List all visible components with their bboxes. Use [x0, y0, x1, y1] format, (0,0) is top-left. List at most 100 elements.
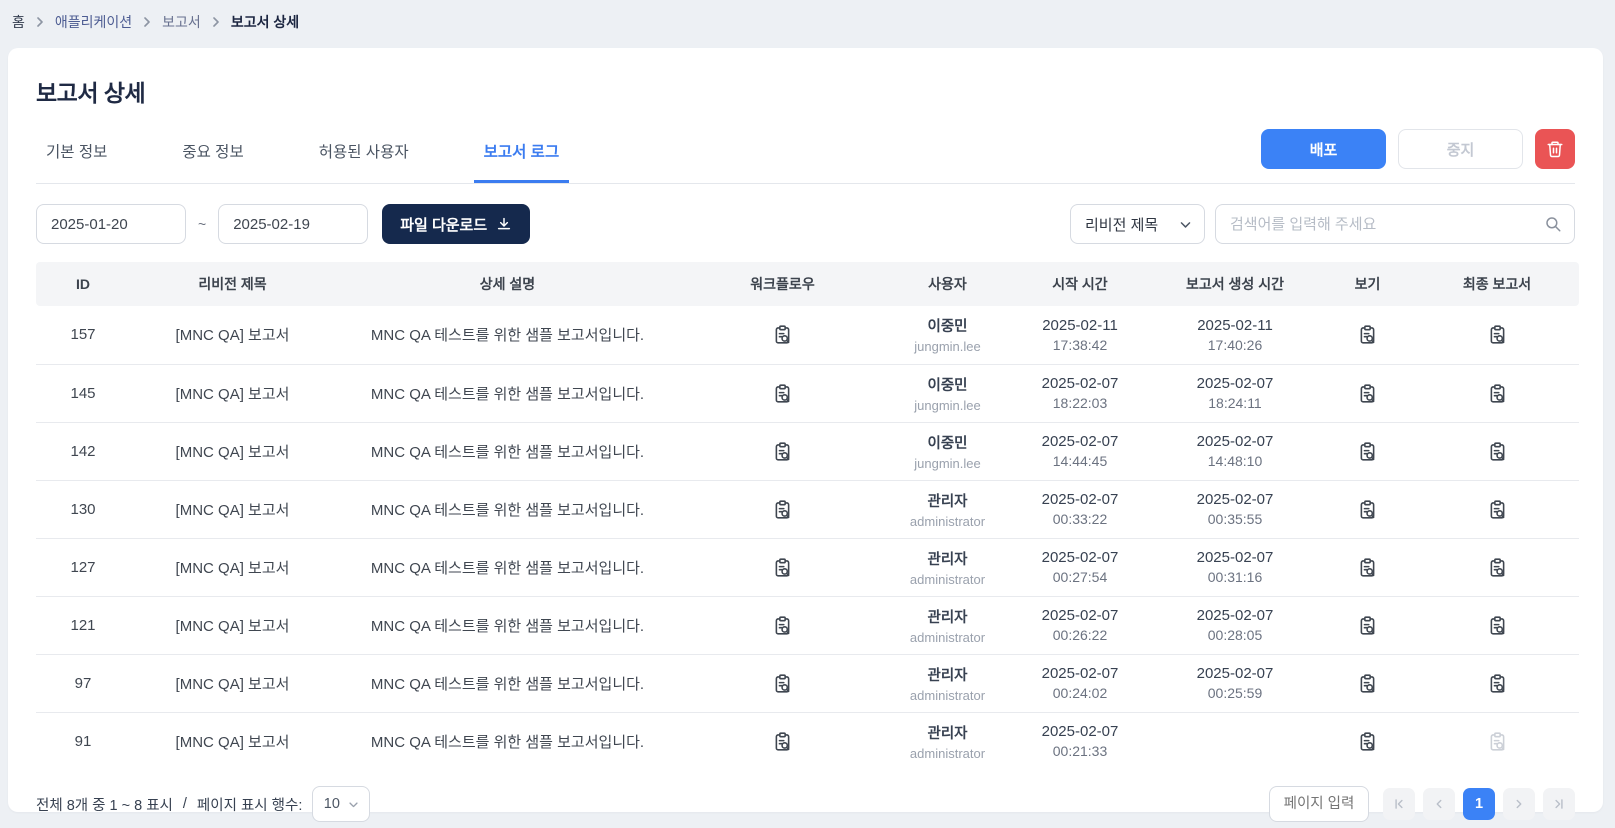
user-name: 관리자 [927, 725, 968, 742]
user-account: administrator [909, 629, 986, 645]
workflow-view-button[interactable] [768, 379, 797, 408]
search-input[interactable] [1230, 215, 1544, 233]
start-date-input[interactable] [36, 204, 186, 244]
first-page-button[interactable] [1383, 788, 1415, 820]
final-report-view-button[interactable] [1483, 611, 1512, 640]
cell-revision: [MNC QA] 보고서 [130, 364, 335, 423]
cell-revision: [MNC QA] 보고서 [175, 733, 290, 751]
clipboard-search-icon [772, 324, 793, 345]
clipboard-search-icon [1487, 441, 1508, 462]
file-download-label: 파일 다운로드 [400, 216, 488, 234]
last-page-button[interactable] [1543, 788, 1575, 820]
next-page-button[interactable] [1503, 788, 1535, 820]
deploy-button[interactable]: 배포 [1261, 129, 1386, 169]
start-date: 2025-02-07 [1041, 433, 1119, 450]
cell-id: 127 [36, 538, 130, 597]
final-report-view-button[interactable] [1483, 320, 1512, 349]
report-view-button[interactable] [1353, 669, 1382, 698]
user-account: jungmin.lee [914, 455, 981, 471]
cell-description: MNC QA 테스트를 위한 샘플 보고서입니다. [370, 733, 645, 751]
tab-0[interactable]: 기본 정보 [46, 144, 108, 161]
table-row: 145 [MNC QA] 보고서 MNC QA 테스트를 위한 샘플 보고서입니… [36, 364, 1579, 423]
tab-1[interactable]: 중요 정보 [182, 144, 244, 161]
clipboard-search-icon [1487, 324, 1508, 345]
clipboard-search-icon [1487, 615, 1508, 636]
page-1-button[interactable]: 1 [1463, 788, 1495, 820]
prev-page-button[interactable] [1423, 788, 1455, 820]
chevron-right-icon [142, 17, 152, 27]
table-row: 127 [MNC QA] 보고서 MNC QA 테스트를 위한 샘플 보고서입니… [36, 538, 1579, 597]
user-name: 관리자 [927, 493, 968, 510]
tab-3[interactable]: 보고서 로그 [473, 140, 570, 183]
final-report-view-button[interactable] [1483, 437, 1512, 466]
generated-date: 2025-02-11 [1197, 316, 1273, 334]
end-date-input[interactable] [218, 204, 369, 244]
user-account: administrator [909, 571, 986, 587]
breadcrumb-application[interactable]: 애플리케이션 [54, 14, 133, 30]
breadcrumb-home[interactable]: 홈 [12, 14, 25, 30]
column-header: ID [36, 262, 130, 306]
tab-2[interactable]: 허용된 사용자 [318, 144, 409, 161]
search-field-select[interactable]: 리비전 제목 [1070, 204, 1205, 244]
clipboard-search-icon [1357, 615, 1378, 636]
delete-button[interactable] [1535, 129, 1575, 169]
workflow-view-button[interactable] [768, 611, 797, 640]
breadcrumb-current: 보고서 상세 [230, 14, 300, 30]
report-detail-card: 보고서 상세 기본 정보 중요 정보 허용된 사용자 보고서 로그 배포 중지 ~ 파… [8, 48, 1603, 822]
user-name: 이중민 [927, 435, 968, 452]
start-time: 14:44:45 [1052, 453, 1108, 469]
report-view-button[interactable] [1353, 320, 1382, 349]
tab-actions: 배포 중지 [1261, 129, 1575, 183]
result-summary: 전체 8개 중 1 ~ 8 표시 [36, 797, 173, 814]
search-icon[interactable] [1544, 215, 1562, 233]
workflow-view-button[interactable] [768, 320, 797, 349]
first-page-icon [1392, 797, 1406, 811]
clipboard-search-icon [772, 615, 793, 636]
page-number-input[interactable] [1269, 786, 1369, 822]
clipboard-search-icon [1487, 383, 1508, 404]
clipboard-search-icon [1357, 499, 1378, 520]
stop-button[interactable]: 중지 [1398, 129, 1523, 169]
workflow-view-button[interactable] [768, 437, 797, 466]
clipboard-search-icon [772, 441, 793, 462]
tab-list: 기본 정보 중요 정보 허용된 사용자 보고서 로그 [36, 122, 624, 183]
cell-revision: [MNC QA] 보고서 [130, 538, 335, 597]
breadcrumb-reports[interactable]: 보고서 [162, 14, 201, 30]
workflow-view-button[interactable] [768, 553, 797, 582]
column-header: 보기 [1320, 262, 1415, 306]
workflow-view-button[interactable] [768, 727, 797, 756]
chevron-right-icon [211, 17, 221, 27]
cell-id: 91 [74, 732, 92, 750]
table-row: 142 [MNC QA] 보고서 MNC QA 테스트를 위한 샘플 보고서입니… [36, 422, 1579, 481]
final-report-view-button[interactable] [1483, 669, 1512, 698]
download-icon [496, 216, 512, 232]
file-download-button[interactable]: 파일 다운로드 [382, 204, 531, 244]
user-account: administrator [909, 513, 986, 529]
final-report-view-button[interactable] [1483, 379, 1512, 408]
user-name: 관리자 [927, 609, 968, 626]
start-time: 00:27:54 [1052, 569, 1108, 585]
cell-description: MNC QA 테스트를 위한 샘플 보고서입니다. [335, 306, 680, 365]
start-date: 2025-02-07 [1041, 665, 1119, 682]
report-view-button[interactable] [1353, 379, 1382, 408]
cell-revision: [MNC QA] 보고서 [130, 306, 335, 365]
column-header: 상세 설명 [335, 262, 680, 306]
clipboard-search-icon [772, 731, 793, 752]
report-view-button[interactable] [1353, 495, 1382, 524]
workflow-view-button[interactable] [768, 669, 797, 698]
report-view-button[interactable] [1353, 437, 1382, 466]
start-date: 2025-02-11 [1042, 316, 1118, 334]
generated-date: 2025-02-07 [1196, 607, 1274, 624]
report-view-button[interactable] [1353, 611, 1382, 640]
final-report-view-button[interactable] [1483, 495, 1512, 524]
cell-description: MNC QA 테스트를 위한 샘플 보고서입니다. [335, 364, 680, 423]
workflow-view-button[interactable] [768, 495, 797, 524]
final-report-view-button[interactable] [1483, 553, 1512, 582]
report-view-button[interactable] [1353, 553, 1382, 582]
report-view-button[interactable] [1353, 727, 1382, 756]
filter-row: ~ 파일 다운로드 리비전 제목 [36, 204, 1575, 244]
rows-per-page-select[interactable]: 10 [312, 786, 371, 822]
clipboard-search-icon [1487, 673, 1508, 694]
table-row: 121 [MNC QA] 보고서 MNC QA 테스트를 위한 샘플 보고서입니… [36, 596, 1579, 655]
generated-date: 2025-02-07 [1196, 491, 1274, 508]
